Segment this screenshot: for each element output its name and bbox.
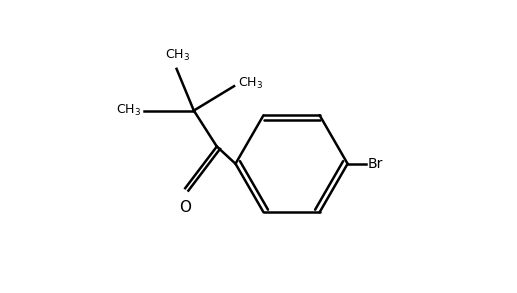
- Text: CH$_3$: CH$_3$: [238, 76, 264, 91]
- Text: O: O: [179, 200, 191, 215]
- Text: CH$_3$: CH$_3$: [116, 103, 141, 118]
- Text: Br: Br: [368, 157, 383, 171]
- Text: CH$_3$: CH$_3$: [165, 47, 191, 63]
